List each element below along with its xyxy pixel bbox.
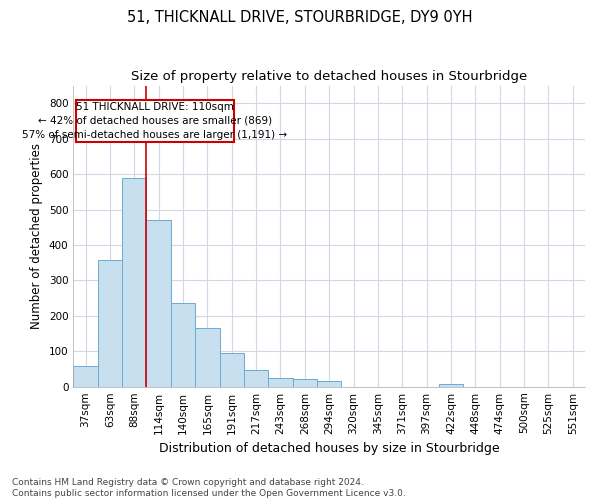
Bar — [439, 384, 463, 386]
Title: Size of property relative to detached houses in Stourbridge: Size of property relative to detached ho… — [131, 70, 527, 83]
Bar — [122, 178, 146, 386]
Text: Contains HM Land Registry data © Crown copyright and database right 2024.
Contai: Contains HM Land Registry data © Crown c… — [12, 478, 406, 498]
Bar — [317, 382, 341, 386]
Bar — [73, 366, 98, 386]
Text: 51 THICKNALL DRIVE: 110sqm
← 42% of detached houses are smaller (869)
57% of sem: 51 THICKNALL DRIVE: 110sqm ← 42% of deta… — [22, 102, 287, 140]
X-axis label: Distribution of detached houses by size in Stourbridge: Distribution of detached houses by size … — [159, 442, 500, 455]
Bar — [244, 370, 268, 386]
Bar — [293, 379, 317, 386]
Text: 51, THICKNALL DRIVE, STOURBRIDGE, DY9 0YH: 51, THICKNALL DRIVE, STOURBRIDGE, DY9 0Y… — [127, 10, 473, 25]
Y-axis label: Number of detached properties: Number of detached properties — [31, 143, 43, 329]
Bar — [268, 378, 293, 386]
Bar — [146, 220, 171, 386]
FancyBboxPatch shape — [76, 100, 234, 142]
Bar — [98, 260, 122, 386]
Bar — [220, 353, 244, 386]
Bar — [171, 304, 195, 386]
Bar — [195, 328, 220, 386]
